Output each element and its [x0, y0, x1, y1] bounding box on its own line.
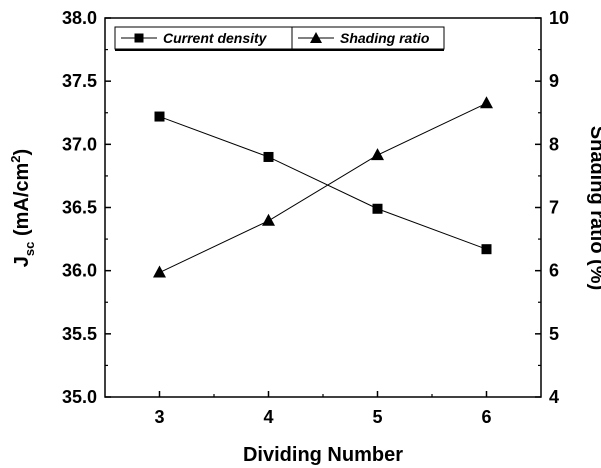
legend-marker-current-density: [134, 33, 144, 43]
data-point-current-density: [154, 111, 165, 122]
x-tick-label: 6: [481, 407, 491, 427]
y-left-tick-label: 37.0: [62, 134, 97, 154]
y-left-tick-label: 38.0: [62, 8, 97, 28]
y-left-tick-label: 36.0: [62, 261, 97, 281]
plot-area-frame: [104, 17, 542, 398]
x-axis-title: Dividing Number: [243, 444, 403, 466]
legend-label-shading-ratio: Shading ratio: [340, 30, 430, 46]
legend-marker-shading-ratio: [310, 32, 322, 43]
legend-label-current-density: Current density: [163, 30, 268, 46]
y-right-tick-label: 6: [549, 261, 559, 281]
y-left-tick-label: 35.5: [62, 324, 97, 344]
y-left-tick-label: 35.0: [62, 387, 97, 407]
y-right-tick-label: 9: [549, 71, 559, 91]
y-right-tick-label: 5: [549, 324, 559, 344]
series-line-shading-ratio: [159, 102, 487, 274]
data-point-current-density: [372, 203, 383, 214]
y-left-tick-label: 36.5: [62, 198, 97, 218]
y-axis-left-title: Jsc (mA/cm2): [8, 149, 37, 267]
data-point-shading-ratio: [371, 148, 384, 161]
data-point-current-density: [263, 151, 274, 162]
y-axis-right-title: Shading ratio (%): [586, 126, 601, 290]
x-tick-label: 3: [154, 407, 164, 427]
x-tick-label: 4: [263, 407, 273, 427]
data-point-shading-ratio: [480, 96, 493, 109]
x-tick-label: 5: [372, 407, 382, 427]
y-right-tick-label: 8: [549, 134, 559, 154]
series-line-current-density: [159, 116, 487, 250]
data-point-shading-ratio: [262, 213, 275, 226]
y-left-tick-label: 37.5: [62, 71, 97, 91]
y-right-tick-label: 7: [549, 198, 559, 218]
y-right-tick-label: 4: [549, 387, 559, 407]
y-right-tick-label: 10: [549, 8, 569, 28]
data-point-current-density: [481, 244, 492, 255]
data-point-shading-ratio: [153, 265, 166, 278]
